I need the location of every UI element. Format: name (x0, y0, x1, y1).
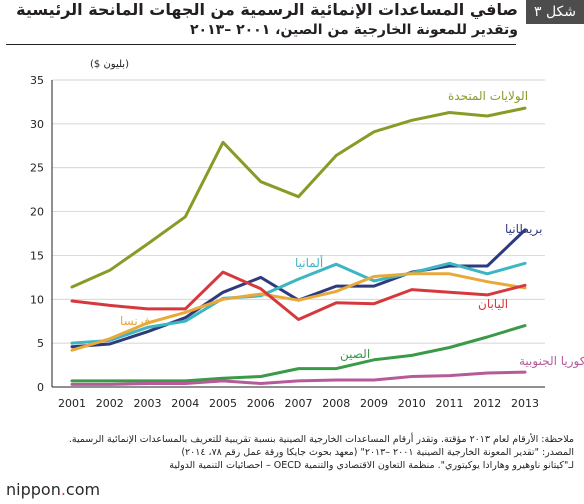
x-tick-label: 2008 (322, 397, 350, 410)
series-line-6 (70, 370, 527, 386)
series-line-5 (70, 324, 527, 383)
x-tick-label: 2012 (473, 397, 501, 410)
source-line-2: لـ"كيتانو ناوهيرو وهارادا يوكيتوري". منظ… (169, 460, 574, 471)
series-label: ألمانيا (295, 255, 323, 270)
x-tick-label: 2005 (209, 397, 237, 410)
notes: ملاحظة: الأرقام لعام ٢٠١٣ مؤقتة. وتقدر أ… (14, 433, 574, 472)
series-lines (70, 106, 527, 386)
x-tick-label: 2002 (96, 397, 124, 410)
series-label: فرنسا (120, 314, 150, 329)
x-tick-label: 2004 (171, 397, 199, 410)
y-tick-label: 15 (30, 249, 44, 262)
brand-dot: . (60, 480, 66, 499)
series-label: الولايات المتحدة (448, 89, 528, 104)
x-tick-label: 2010 (398, 397, 426, 410)
y-tick-label: 10 (30, 293, 44, 306)
y-tick-label: 5 (37, 337, 44, 350)
chart-title: صافي المساعدات الإنمائية الرسمية من الجه… (16, 0, 518, 19)
series-label: الصين (340, 347, 370, 362)
x-tick-label: 2007 (285, 397, 313, 410)
y-tick-label: 30 (30, 118, 44, 131)
y-tick-label: 35 (30, 74, 44, 87)
series-label: كوريا الجنوبية (519, 354, 584, 369)
brand-tld: com (65, 480, 101, 499)
series-labels: الولايات المتحدة بريطانيا ألمانيا فرنسا اليا… (120, 89, 584, 369)
series-line-2 (70, 261, 527, 345)
x-tick-label: 2009 (360, 397, 388, 410)
x-tick-label: 2001 (58, 397, 86, 410)
series-label: اليابان (478, 297, 508, 311)
series-label: بريطانيا (505, 222, 542, 237)
x-tick-label: 2013 (511, 397, 539, 410)
y-axis-unit-label: (بليون $) (90, 59, 129, 70)
note-line: ملاحظة: الأرقام لعام ٢٠١٣ مؤقتة. وتقدر أ… (68, 434, 574, 445)
series-line-4 (70, 270, 527, 321)
y-tick-label: 20 (30, 206, 44, 219)
x-tick-label: 2003 (134, 397, 162, 410)
x-tick-label: 2011 (436, 397, 464, 410)
brand-name: nippon (6, 480, 61, 499)
y-tick-label: 25 (30, 162, 44, 175)
y-tick-label: 0 (37, 381, 44, 394)
line-chart: 0 5 10 15 20 25 30 35 2001 2002 2003 2004 2005 2006 20… (30, 59, 584, 410)
figure-label: شكل ٣ (526, 0, 584, 24)
title-divider (6, 44, 516, 45)
series-line-3 (70, 272, 527, 352)
source-line: المصدر: "تقدير المعونة الخارجية الصينية … (181, 447, 574, 458)
series-line-0 (70, 106, 527, 289)
nippon-logo: nippon.com (6, 480, 100, 499)
chart-subtitle: وتقدير للمعونة الخارجية من الصين، ٢٠٠١ –… (190, 22, 518, 38)
axes: 0 5 10 15 20 25 30 35 2001 2002 2003 2004 2005 2006 20… (30, 74, 539, 410)
header: شكل ٣ صافي المساعدات الإنمائية الرسمية م… (0, 0, 584, 52)
grid (52, 79, 545, 388)
x-tick-label: 2006 (247, 397, 275, 410)
